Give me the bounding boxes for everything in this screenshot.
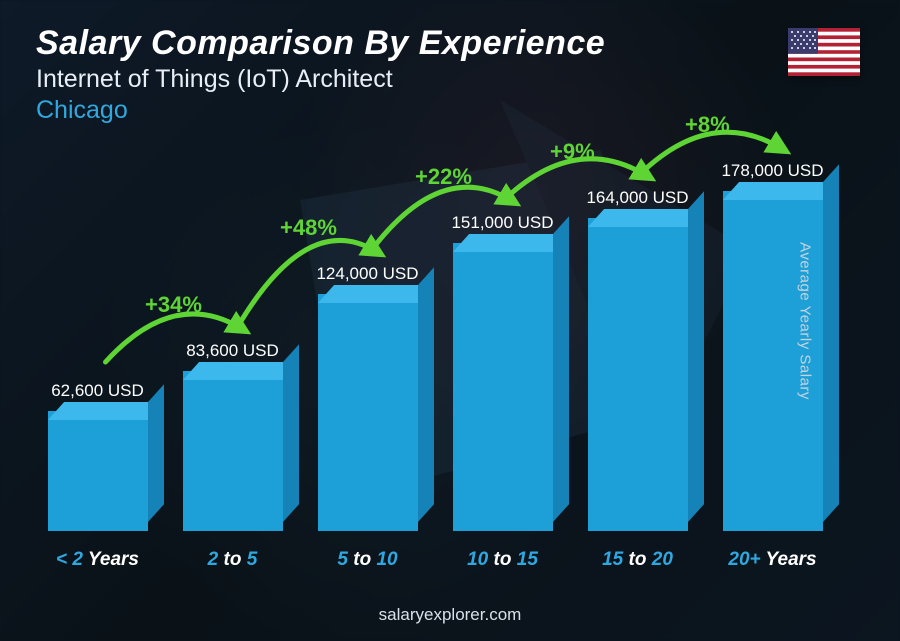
bar-front [453, 243, 553, 531]
location-label: Chicago [36, 96, 864, 125]
bar-3d [183, 371, 283, 531]
bar-3d [588, 218, 688, 531]
bar-value-label: 83,600 USD [186, 341, 279, 361]
salary-chart: 62,600 USD 83,600 USD 124,000 USD 151,000 U… [30, 150, 840, 571]
footer-attribution: salaryexplorer.com [0, 605, 900, 625]
x-label: 5 to 10 [300, 549, 435, 571]
bar-top-face [182, 362, 298, 380]
header: Salary Comparison By Experience Internet… [36, 24, 864, 125]
bar-side-face [688, 191, 704, 522]
x-label: 10 to 15 [435, 549, 570, 571]
bar-5: 178,000 USD [705, 150, 840, 531]
bar-side-face [283, 344, 299, 522]
bar-side-face [418, 267, 434, 522]
y-axis-label: Average Yearly Salary [797, 242, 814, 400]
bar-value-label: 62,600 USD [51, 381, 144, 401]
bar-front [183, 371, 283, 531]
bar-top-face [47, 402, 163, 420]
x-label: 20+ Years [705, 549, 840, 571]
bar-top-face [587, 209, 703, 227]
bar-value-label: 164,000 USD [586, 188, 688, 208]
bar-0: 62,600 USD [30, 150, 165, 531]
page-title: Salary Comparison By Experience [36, 24, 864, 63]
bar-front [48, 411, 148, 531]
bar-side-face [553, 216, 569, 522]
page-subtitle: Internet of Things (IoT) Architect [36, 65, 864, 94]
bar-2: 124,000 USD [300, 150, 435, 531]
bar-top-face [317, 285, 433, 303]
growth-pct-label: +34% [145, 292, 202, 318]
bar-3: 151,000 USD [435, 150, 570, 531]
bar-1: 83,600 USD [165, 150, 300, 531]
bar-top-face [722, 182, 838, 200]
bar-front [318, 294, 418, 531]
x-label: 15 to 20 [570, 549, 705, 571]
usa-flag-icon [788, 28, 860, 76]
growth-pct-label: +22% [415, 164, 472, 190]
x-label: < 2 Years [30, 549, 165, 571]
bar-3d [318, 294, 418, 531]
bar-4: 164,000 USD [570, 150, 705, 531]
bar-side-face [148, 384, 164, 522]
bar-value-label: 124,000 USD [316, 264, 418, 284]
bar-front [588, 218, 688, 531]
growth-pct-label: +9% [550, 139, 595, 165]
bars-container: 62,600 USD 83,600 USD 124,000 USD 151,000 U… [30, 150, 840, 531]
x-labels-container: < 2 Years2 to 55 to 1010 to 1515 to 2020… [30, 549, 840, 571]
bar-top-face [452, 234, 568, 252]
bar-3d [48, 411, 148, 531]
bar-3d [453, 243, 553, 531]
x-label: 2 to 5 [165, 549, 300, 571]
bar-value-label: 151,000 USD [451, 213, 553, 233]
bar-value-label: 178,000 USD [721, 161, 823, 181]
growth-pct-label: +48% [280, 215, 337, 241]
bar-side-face [823, 164, 839, 522]
